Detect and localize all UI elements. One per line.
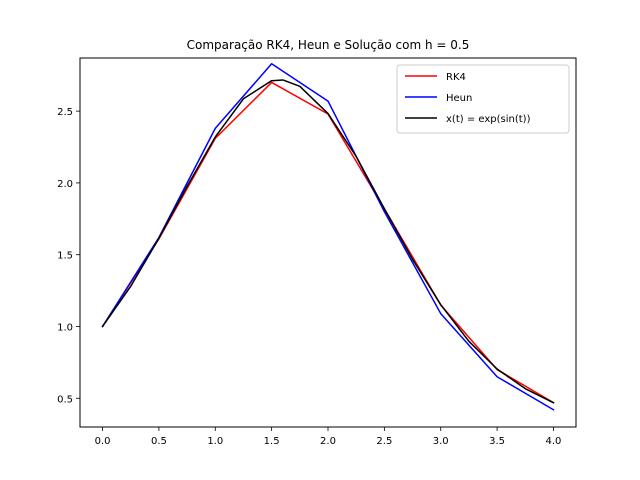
y-tick-label: 2.5 <box>57 107 73 118</box>
series-line-1 <box>101 62 555 411</box>
legend-label-2: x(t) = exp(sin(t)) <box>446 114 531 125</box>
x-tick-label: 0.5 <box>151 436 167 447</box>
y-axis: 0.5 1.0 1.5 2.0 2.5 <box>57 107 80 405</box>
x-tick-label: 1.5 <box>264 436 280 447</box>
y-tick-label: 0.5 <box>57 394 73 405</box>
x-tick-label: 2.5 <box>376 436 392 447</box>
legend: RK4 Heun x(t) = exp(sin(t)) <box>396 64 570 134</box>
x-tick-label: 1.0 <box>207 436 223 447</box>
y-tick-label: 1.0 <box>57 322 73 333</box>
chart-title: Comparação RK4, Heun e Solução com h = 0… <box>187 38 470 52</box>
y-tick-label: 1.5 <box>57 251 73 262</box>
x-tick-label: 2.0 <box>320 436 336 447</box>
series-layer <box>101 62 555 411</box>
x-tick-label: 3.5 <box>489 436 505 447</box>
legend-box <box>396 64 570 134</box>
x-tick-label: 0.0 <box>95 436 111 447</box>
legend-label-0: RK4 <box>446 72 466 83</box>
x-tick-label: 4.0 <box>546 436 562 447</box>
x-axis: 0.0 0.5 1.0 1.5 2.0 2.5 3.0 3.5 4.0 <box>95 427 562 447</box>
y-tick-label: 2.0 <box>57 179 73 190</box>
legend-label-1: Heun <box>446 93 472 104</box>
x-tick-label: 3.0 <box>433 436 449 447</box>
series-line-2 <box>101 79 555 404</box>
